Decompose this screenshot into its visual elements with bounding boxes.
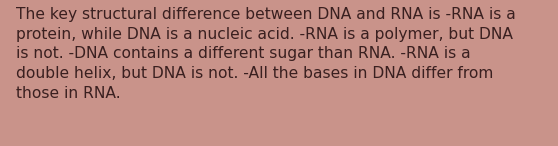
Text: The key structural difference between DNA and RNA is -RNA is a
protein, while DN: The key structural difference between DN… (16, 7, 516, 101)
